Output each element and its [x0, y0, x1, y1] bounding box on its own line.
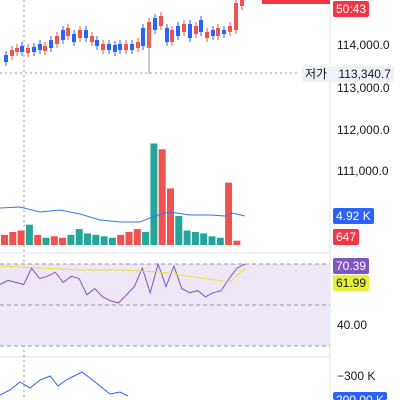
volume-bar: [1, 234, 8, 245]
candle-body: [55, 36, 59, 44]
volume-bar: [50, 236, 58, 245]
candle-body: [66, 28, 70, 36]
volume-bar: [175, 216, 183, 245]
candle-body: [61, 30, 65, 40]
volume-bar: [25, 224, 33, 245]
candle-body: [234, 3, 238, 30]
candle-body: [15, 48, 19, 52]
volume-bar: [34, 234, 42, 245]
candle-body: [136, 42, 140, 48]
low-label: 저가: [305, 67, 328, 81]
candle-body: [194, 26, 198, 34]
volume-bar: [17, 230, 25, 245]
candle-body: [240, 0, 244, 6]
candle-body: [78, 30, 82, 38]
candle-body: [170, 30, 174, 42]
volume-bar: [67, 234, 75, 245]
bottom-panel-line: [0, 371, 129, 397]
volume-last-badge: 647: [333, 229, 360, 245]
candle-body: [4, 55, 8, 62]
volume-bar: [150, 143, 158, 245]
candle-body: [90, 36, 94, 42]
volume-bar: [100, 236, 108, 245]
volume-bar: [133, 229, 141, 245]
bottom-panel-badge: 200.00 K: [333, 392, 388, 400]
rsi-line: [0, 262, 246, 304]
volume-bar: [84, 233, 91, 245]
volume-bar: [75, 229, 83, 245]
volume-bar: [117, 234, 125, 245]
candle-body: [176, 26, 180, 36]
volume-bar: [167, 188, 174, 245]
candle-body: [211, 30, 215, 36]
low-value: 113,340.7: [338, 67, 391, 81]
rsi-value-badge: 70.39: [333, 258, 370, 274]
candle-body: [205, 32, 209, 38]
price-tick-112000: 112,000.0: [337, 123, 390, 137]
volume-bar: [158, 149, 166, 245]
candle-body: [26, 48, 30, 53]
candle-body: [49, 40, 53, 48]
candle-body: [216, 28, 220, 36]
volume-bar: [191, 231, 199, 245]
candle-body: [124, 44, 128, 50]
candle-body: [228, 26, 232, 32]
candle-body: [222, 30, 226, 34]
volume-bar: [59, 237, 67, 245]
candle-body: [38, 44, 42, 50]
volume-bar: [183, 230, 191, 245]
volume-ma-badge: 4.92 K: [333, 208, 374, 224]
price-tick-114000: 114,000.0: [337, 38, 390, 52]
countdown-badge: 50:43: [333, 1, 370, 17]
candle-body: [107, 44, 111, 50]
volume-bar: [233, 240, 241, 245]
current-price-marker: [262, 0, 330, 4]
candle-body: [101, 44, 105, 50]
candle-body: [113, 45, 117, 52]
candle-body: [43, 46, 47, 51]
candle-body: [188, 24, 192, 38]
volume-bar: [225, 182, 233, 245]
volume-bar: [216, 237, 224, 245]
candle-body: [118, 44, 122, 50]
volume-bar: [208, 236, 216, 245]
candle-body: [10, 50, 14, 56]
bottom-panel-label: −300 K: [337, 369, 376, 383]
candle-body: [182, 24, 186, 32]
low-price-badge: 저가 113,340.7: [302, 66, 394, 82]
candle-body: [199, 20, 203, 32]
rsi-ma-line: [0, 265, 246, 283]
volume-bar: [9, 231, 17, 245]
volume-bar: [108, 237, 116, 245]
price-tick-111000: 111,000.0: [337, 164, 389, 178]
volume-ma-line: [0, 206, 246, 223]
candle-body: [72, 34, 76, 42]
candle-body: [165, 28, 169, 42]
candle-body: [141, 28, 145, 46]
candle-body: [130, 44, 134, 50]
price-tick-113000: 113,000.0: [337, 81, 390, 95]
candle-body: [32, 47, 36, 52]
rsi-level-label: 40.00: [337, 318, 368, 332]
candle-body: [153, 18, 157, 30]
candle-body: [20, 46, 24, 52]
candle-body: [84, 30, 88, 38]
volume-bar: [142, 231, 150, 245]
rsi-ma-badge: 61.99: [333, 275, 370, 291]
volume-bar: [125, 231, 133, 245]
volume-bar: [92, 234, 100, 245]
volume-bar: [200, 233, 208, 245]
candle-body: [95, 40, 99, 46]
volume-bar: [42, 237, 50, 245]
candle-body: [159, 16, 163, 26]
